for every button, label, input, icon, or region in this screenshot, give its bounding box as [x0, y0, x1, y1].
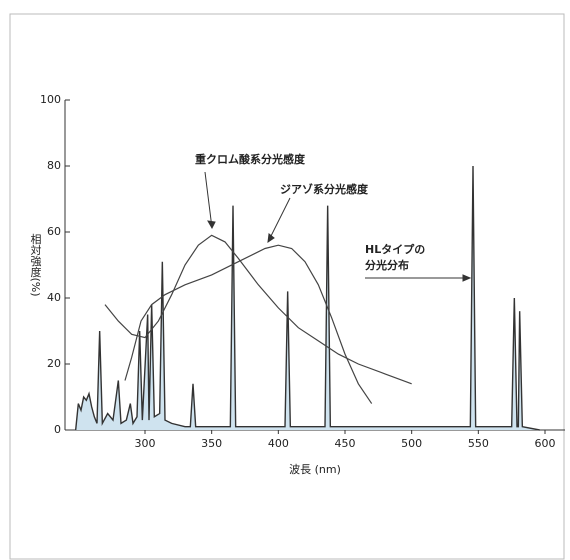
- x-tick-label: 400: [268, 437, 289, 450]
- y-tick-label: 100: [40, 93, 61, 106]
- line: [74, 165, 540, 431]
- y-tick-label: 80: [47, 159, 61, 172]
- annotation: 重クロム酸系分光感度: [195, 152, 306, 166]
- x-tick-label: 550: [468, 437, 489, 450]
- x-tick-label: 500: [401, 437, 422, 450]
- arrow-head: [207, 220, 472, 282]
- line: [104, 234, 412, 385]
- y-tick-label: 40: [47, 291, 61, 304]
- x-tick-label: 600: [535, 437, 556, 450]
- annotation: ジアゾ系分光感度: [280, 182, 369, 196]
- arrow: [267, 197, 291, 243]
- y-tick-label: 60: [47, 225, 61, 238]
- arrow: [204, 171, 213, 229]
- arrows: [204, 171, 472, 282]
- y-axis-label: 相対強度(%): [29, 233, 42, 296]
- y-tick-label: 0: [54, 423, 61, 436]
- x-tick-label: 300: [135, 437, 156, 450]
- x-tick-label: 350: [201, 437, 222, 450]
- annotation: 分光分布: [365, 258, 409, 272]
- annotation: HLタイプの: [365, 242, 425, 256]
- x-tick-label: 450: [335, 437, 356, 450]
- frame: [9, 13, 565, 560]
- y-tick-label: 20: [47, 357, 61, 370]
- line: [124, 244, 373, 404]
- x-axis-label: 波長 (nm): [289, 463, 341, 476]
